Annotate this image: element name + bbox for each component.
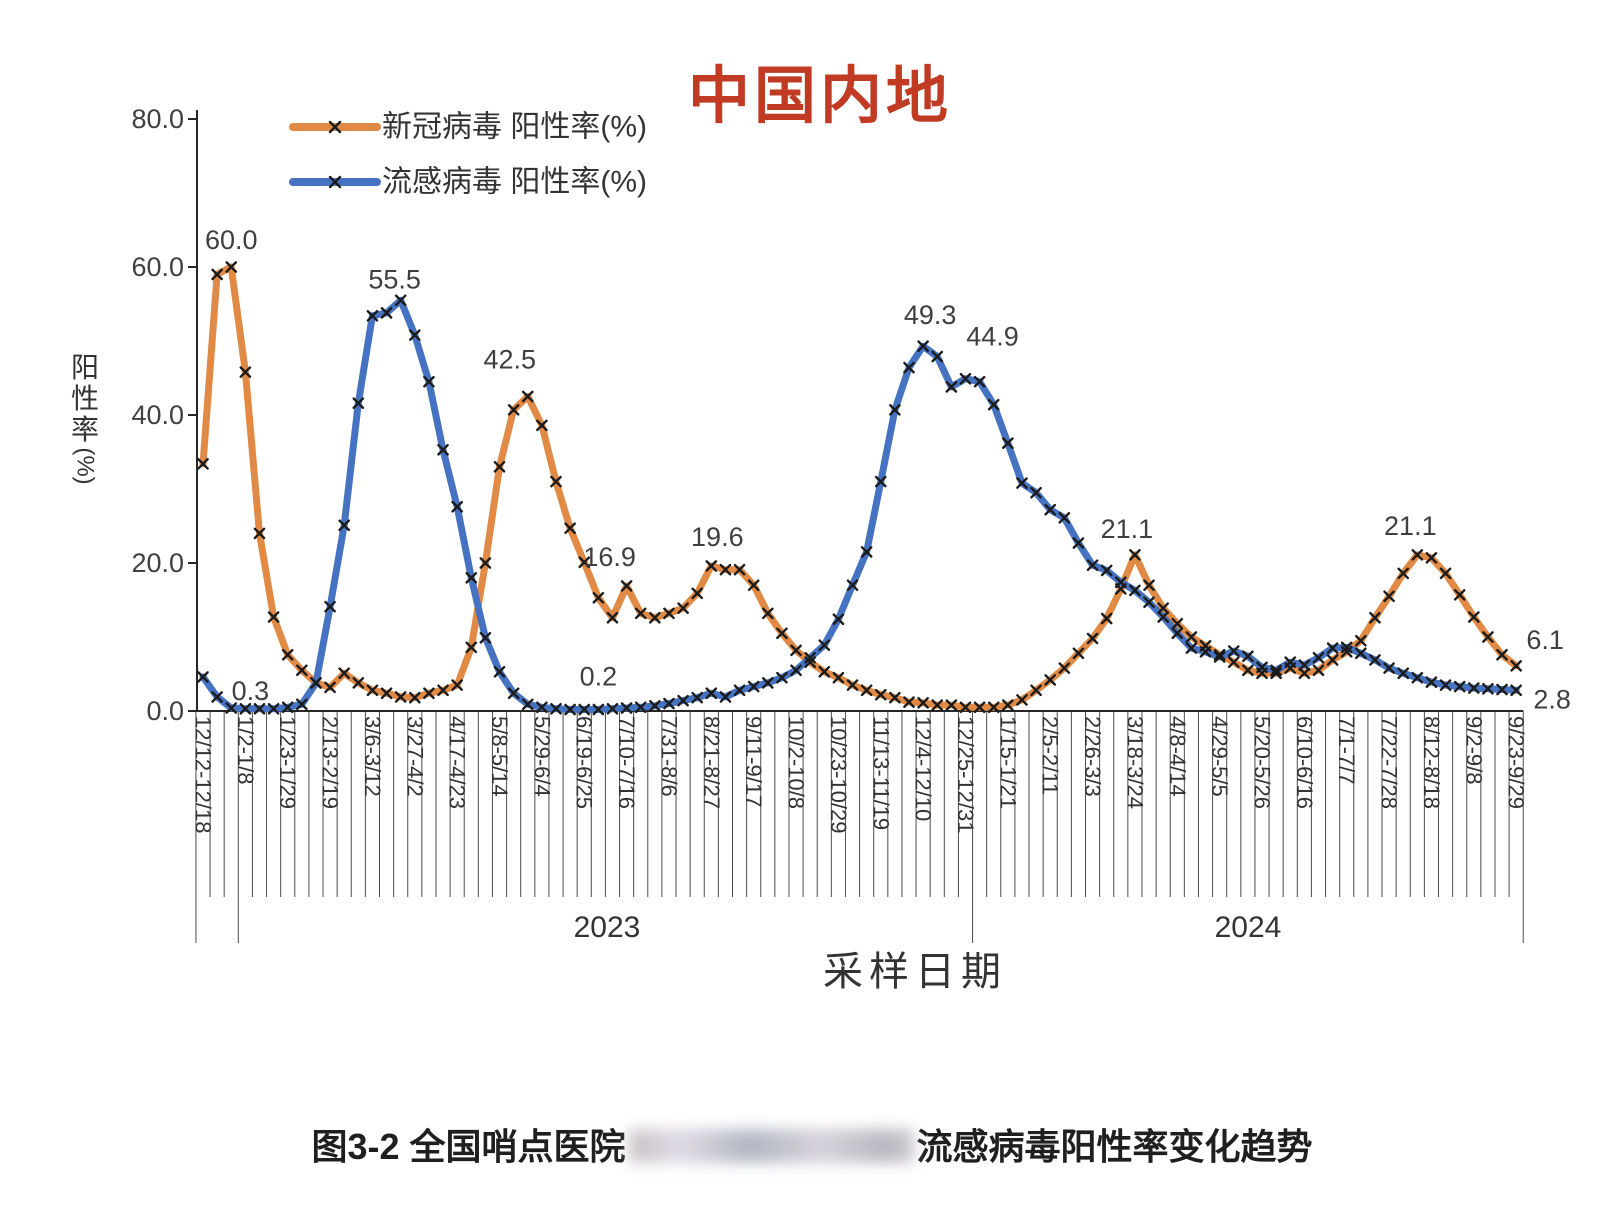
x-tick-label: 2/26-3/3 bbox=[1080, 716, 1105, 797]
x-tick-label: 5/29-6/4 bbox=[529, 716, 554, 797]
x-tick-label: 2/13-2/19 bbox=[318, 716, 343, 809]
x-tick-label: 5/20-5/26 bbox=[1250, 716, 1275, 809]
data-label-6.1: 6.1 bbox=[1526, 625, 1564, 655]
series-markers-flu bbox=[197, 294, 1522, 716]
legend-label-flu: 流感病毒 阳性率(%) bbox=[382, 166, 647, 199]
y-axis-title-char: 阳 bbox=[71, 352, 99, 383]
x-tick-label: 2/5-2/11 bbox=[1038, 716, 1063, 795]
x-tick-label: 4/29-5/5 bbox=[1207, 716, 1232, 797]
x-tick-label: 10/2-10/8 bbox=[784, 716, 809, 809]
x-tick-label: 7/31-8/6 bbox=[656, 716, 681, 797]
x-tick-label: 4/17-4/23 bbox=[445, 716, 470, 809]
data-label-42.5: 42.5 bbox=[483, 345, 536, 375]
series-markers-covid bbox=[197, 261, 1522, 714]
series-line-covid bbox=[199, 263, 1520, 711]
x-tick-label: 6/10-6/16 bbox=[1292, 716, 1317, 809]
year-label-2023: 2023 bbox=[574, 911, 641, 944]
x-tick-label: 12/12-12/18 bbox=[191, 716, 216, 833]
y-tick-label: 80.0 bbox=[131, 104, 184, 134]
x-tick-label: 7/22-7/28 bbox=[1377, 716, 1402, 809]
data-label-60.0: 60.0 bbox=[205, 225, 258, 255]
x-tick-label: 6/19-6/25 bbox=[572, 716, 597, 809]
data-label-16.9: 16.9 bbox=[583, 542, 636, 572]
data-label-0.3: 0.3 bbox=[232, 676, 270, 706]
y-tick-label: 40.0 bbox=[131, 400, 184, 430]
x-axis-title: 采样日期 bbox=[823, 950, 1007, 994]
data-label-2.8: 2.8 bbox=[1533, 684, 1571, 714]
data-label-55.5: 55.5 bbox=[368, 264, 421, 294]
x-tick-label: 5/8-5/14 bbox=[487, 716, 512, 797]
x-tick-label: 9/2-9/8 bbox=[1461, 716, 1486, 785]
x-tick-label: 1/15-1/21 bbox=[995, 716, 1020, 809]
x-tick-label: 3/27-4/2 bbox=[402, 716, 427, 797]
x-tick-label: 1/2-1/8 bbox=[233, 716, 258, 785]
y-tick-label: 20.0 bbox=[131, 548, 184, 578]
y-tick-label: 0.0 bbox=[146, 696, 184, 726]
x-tick-label: 9/11-9/17 bbox=[741, 716, 766, 807]
x-tick-label: 12/4-12/10 bbox=[911, 716, 936, 821]
x-tick-label: 11/13-11/19 bbox=[868, 716, 893, 830]
x-tick-label: 1/23-1/29 bbox=[275, 716, 300, 809]
x-tick-label: 8/21-8/27 bbox=[699, 716, 724, 809]
data-label-44.9: 44.9 bbox=[966, 322, 1019, 352]
data-label-21.1: 21.1 bbox=[1384, 511, 1437, 541]
y-axis-title-char: 性 bbox=[71, 383, 99, 414]
legend-marker-flu bbox=[328, 175, 342, 189]
y-axis-title-char: 率 bbox=[71, 414, 99, 445]
y-axis-unit: (%) bbox=[72, 447, 99, 484]
x-tick-label: 8/12-8/18 bbox=[1419, 716, 1444, 809]
year-label-2024: 2024 bbox=[1215, 911, 1282, 944]
x-tick-label: 7/10-7/16 bbox=[614, 716, 639, 809]
data-label-19.6: 19.6 bbox=[691, 522, 744, 552]
x-tick-label: 12/25-12/31 bbox=[953, 716, 978, 833]
x-tick-label: 7/1-7/7 bbox=[1334, 716, 1359, 785]
x-tick-label: 9/23-9/29 bbox=[1504, 716, 1529, 809]
legend-marker-covid bbox=[328, 120, 342, 134]
x-tick-label: 3/18-3/24 bbox=[1122, 716, 1147, 809]
x-tick-label: 3/6-3/12 bbox=[360, 716, 385, 797]
data-label-0.2: 0.2 bbox=[580, 662, 618, 692]
x-tick-label: 10/23-10/29 bbox=[826, 716, 851, 833]
data-label-49.3: 49.3 bbox=[904, 300, 957, 330]
data-label-21.1: 21.1 bbox=[1101, 514, 1154, 544]
figure-caption: 图3-2 全国哨点医院 流感病毒阳性率变化趋势 bbox=[0, 1118, 1624, 1170]
y-tick-label: 60.0 bbox=[131, 252, 184, 282]
x-tick-label: 4/8-4/14 bbox=[1165, 716, 1190, 797]
page-title: 中国内地 bbox=[688, 62, 953, 131]
caption-prefix: 图3-2 全国哨点医院 bbox=[311, 1126, 626, 1167]
caption-redacted-blur bbox=[628, 1129, 914, 1163]
caption-suffix: 流感病毒阳性率变化趋势 bbox=[916, 1126, 1313, 1167]
series-line-flu bbox=[199, 296, 1520, 713]
legend-label-covid: 新冠病毒 阳性率(%) bbox=[382, 111, 647, 144]
